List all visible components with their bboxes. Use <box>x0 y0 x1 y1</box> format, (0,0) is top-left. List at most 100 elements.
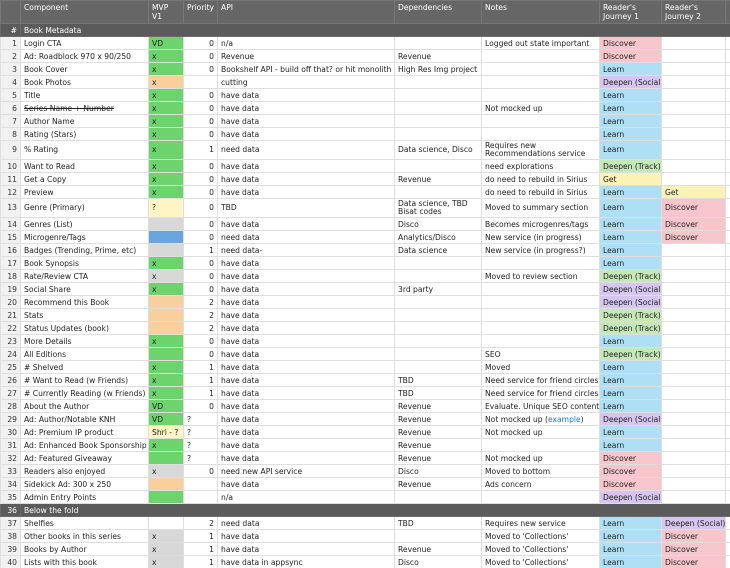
journey-cell: Learn <box>599 217 662 231</box>
component-cell: # Want to Read (w Friends) <box>20 373 149 387</box>
notes-text: Moved to bottom <box>485 466 551 476</box>
dependencies-cell: Revenue <box>394 172 482 186</box>
api-cell: need data <box>217 140 395 160</box>
api-cell: have data <box>217 334 395 348</box>
dependencies-cell <box>394 88 482 102</box>
api-cell: TBD <box>217 198 395 218</box>
component-cell: Books by Author <box>20 542 149 556</box>
header-cell <box>725 0 730 24</box>
mvp-cell: x <box>148 185 184 199</box>
mvp-cell: x <box>148 386 184 400</box>
api-cell: Revenue <box>217 49 395 63</box>
journey-cell: Deepen (Social) <box>599 75 662 89</box>
data-row: 7 Author Name x 0 have data Learn <box>0 114 730 128</box>
journey-cell: Discover <box>599 464 662 478</box>
notes-text: need explorations <box>485 161 554 171</box>
dependencies-cell: High Res Img project <box>394 62 482 76</box>
extra-cell <box>725 425 730 439</box>
api-cell: have data <box>217 185 395 199</box>
notes-text: New service (in progress) <box>485 232 582 242</box>
dependencies-cell: TBD <box>394 386 482 400</box>
priority-cell: 1 <box>183 555 218 568</box>
journey-cell <box>661 295 726 309</box>
component-cell: About the Author <box>20 399 149 413</box>
row-number: 27 <box>0 386 21 400</box>
mvp-cell <box>148 451 184 465</box>
mvp-cell: x <box>148 114 184 128</box>
notes-cell: Moved to 'Collections' <box>481 529 600 543</box>
journey-cell: Learn <box>599 101 662 115</box>
journey-cell <box>661 243 726 257</box>
notes-text: Becomes microgenres/tags <box>485 219 589 229</box>
extra-cell <box>725 295 730 309</box>
header-cell: Reader's Journey 1 <box>599 0 662 24</box>
api-cell: have data <box>217 386 395 400</box>
data-row: 11 Get a Copy x 0 have data Revenue do need to… <box>0 172 730 186</box>
mvp-cell: x <box>148 373 184 387</box>
extra-cell <box>725 101 730 115</box>
row-number: 35 <box>0 490 21 504</box>
component-cell: Sidekick Ad: 300 x 250 <box>20 477 149 491</box>
mvp-cell: x <box>148 256 184 270</box>
component-cell: Lists with this book <box>20 555 149 568</box>
priority-cell: 0 <box>183 334 218 348</box>
data-row: 30 Ad: Premium IP product Shri - ?? have da… <box>0 425 730 439</box>
mvp-cell <box>148 295 184 309</box>
priority-cell <box>183 490 218 504</box>
journey-cell <box>661 101 726 115</box>
api-cell: have data <box>217 438 395 452</box>
dependencies-cell: Disco <box>394 464 482 478</box>
api-cell: have data <box>217 542 395 556</box>
component-cell: Admin Entry Points <box>20 490 149 504</box>
notes-cell: Ads concern <box>481 477 600 491</box>
api-cell: have data <box>217 269 395 283</box>
component-cell: Series Name + Number <box>20 101 149 115</box>
row-number: 37 <box>0 516 21 530</box>
component-cell: Status Updates (book) <box>20 321 149 335</box>
journey-cell: Learn <box>599 438 662 452</box>
notes-text: Moved to 'Collections' <box>485 544 569 554</box>
data-row: 26 # Want to Read (w Friends) x 1 have data T… <box>0 373 730 387</box>
journey-cell: Learn <box>599 127 662 141</box>
priority-cell: 0 <box>183 101 218 115</box>
extra-cell <box>725 360 730 374</box>
notes-text: Logged out state important <box>485 38 590 48</box>
journey-cell <box>661 321 726 335</box>
data-row: 12 Preview x 0 have data do need to rebuild i… <box>0 185 730 199</box>
priority-cell: 1 <box>183 140 218 160</box>
journey-cell <box>661 62 726 76</box>
notes-cell <box>481 62 600 76</box>
row-number: 25 <box>0 360 21 374</box>
notes-text: do need to rebuild in Sirius <box>485 174 588 184</box>
notes-link[interactable]: example <box>547 414 581 424</box>
data-row: 10 Want to Read x 0 have data need exploratio… <box>0 159 730 173</box>
priority-cell: 0 <box>183 230 218 244</box>
journey-cell <box>661 49 726 63</box>
notes-cell: Evaluate. Unique SEO content? <box>481 399 600 413</box>
journey-cell <box>661 425 726 439</box>
journey-cell <box>661 373 726 387</box>
priority-cell: 0 <box>183 256 218 270</box>
data-row: 33 Readers also enjoyed x 0 need new API ser… <box>0 464 730 478</box>
dependencies-cell: Revenue <box>394 477 482 491</box>
row-number: 21 <box>0 308 21 322</box>
row-number: 10 <box>0 159 21 173</box>
component-cell: % Rating <box>20 140 149 160</box>
notes-text: Moved to 'Collections' <box>485 557 569 567</box>
row-number: 26 <box>0 373 21 387</box>
extra-cell <box>725 75 730 89</box>
dependencies-cell <box>394 295 482 309</box>
journey-cell: Discover <box>661 529 726 543</box>
header-cell: Component <box>20 0 149 24</box>
data-row: 17 Book Synopsis x 0 have data Learn <box>0 256 730 270</box>
dependencies-cell <box>394 360 482 374</box>
journey-cell: Discover <box>661 217 726 231</box>
api-cell: Bookshelf API - build off that? or hit m… <box>217 62 395 76</box>
notes-cell <box>481 438 600 452</box>
section-row: # Book Metadata <box>0 23 730 37</box>
extra-cell <box>725 114 730 128</box>
dependencies-cell <box>394 185 482 199</box>
priority-cell: 2 <box>183 321 218 335</box>
extra-cell <box>725 542 730 556</box>
priority-cell: 1 <box>183 243 218 257</box>
